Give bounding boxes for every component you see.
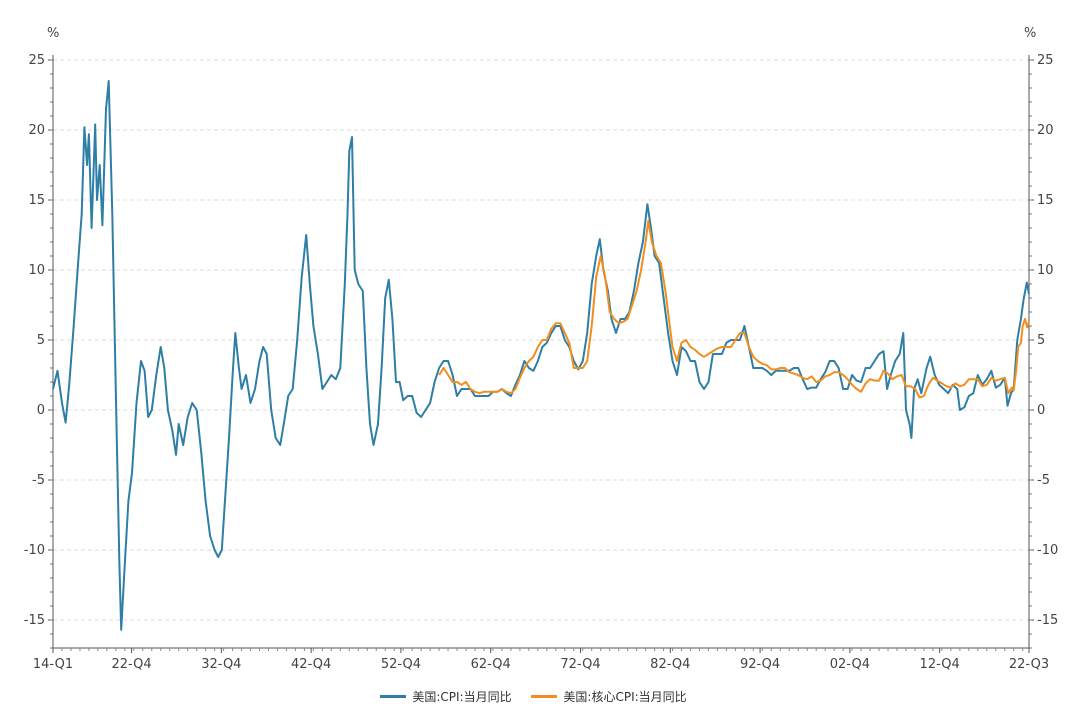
- legend-swatch-cpi: [380, 695, 407, 698]
- y-tick-label-right: -10: [1037, 543, 1058, 558]
- x-tick-label: 14-Q1: [33, 657, 73, 672]
- y-tick-label-left: -5: [32, 473, 45, 488]
- y-tick-label-left: 5: [37, 333, 45, 348]
- x-axis: 14-Q1 22-Q4 32-Q4 42-Q4 52-Q4 62-Q4 72-Q4 82-Q4…: [33, 657, 1049, 672]
- y-axis-left: 25 20 15 10 5 0 -5 -10 -15: [24, 53, 45, 628]
- x-tick-label: 52-Q4: [381, 657, 421, 672]
- series-line-core-cpi: [438, 220, 1030, 399]
- y-tick-label-left: 0: [37, 403, 45, 418]
- x-tick-label: 72-Q4: [560, 657, 600, 672]
- x-tick-label: 22-Q3: [1009, 657, 1049, 672]
- x-tick-label: 02-Q4: [830, 657, 870, 672]
- y-tick-label-right: -15: [1037, 613, 1058, 628]
- y-tick-label-right: 5: [1037, 333, 1045, 348]
- legend-label-core-cpi: 美国:核心CPI:当月同比: [563, 690, 687, 704]
- x-tick-label: 12-Q4: [920, 657, 960, 672]
- legend-item-core-cpi: 美国:核心CPI:当月同比: [531, 688, 687, 705]
- y-tick-label-right: 25: [1037, 53, 1054, 68]
- y-unit-right: %: [1024, 26, 1036, 41]
- x-tick-label: 62-Q4: [471, 657, 511, 672]
- x-tick-label: 92-Q4: [740, 657, 780, 672]
- axes: [48, 55, 1034, 653]
- y-tick-label-left: -15: [24, 613, 45, 628]
- series-line-cpi: [52, 80, 1030, 631]
- legend-label-cpi: 美国:CPI:当月同比: [412, 690, 512, 704]
- y-axis-right: 25 20 15 10 5 0 -5 -10 -15: [1037, 53, 1058, 628]
- grid-lines: [53, 59, 1029, 621]
- line-chart: 25 20 15 10 5 0 -5 -10 -15 25 20 15 10 5 0 -5 -10 -15 14…: [24, 26, 1058, 672]
- y-tick-label-left: 20: [28, 123, 45, 138]
- legend: 美国:CPI:当月同比 美国:核心CPI:当月同比: [0, 687, 1067, 705]
- y-tick-label-right: 10: [1037, 263, 1054, 278]
- x-tick-label: 22-Q4: [111, 657, 151, 672]
- y-tick-label-right: 15: [1037, 193, 1054, 208]
- y-tick-label-left: 25: [28, 53, 45, 68]
- legend-item-cpi: 美国:CPI:当月同比: [380, 688, 512, 705]
- legend-swatch-core-cpi: [531, 695, 558, 698]
- y-tick-label-right: -5: [1037, 473, 1050, 488]
- y-unit-left: %: [47, 26, 59, 41]
- x-tick-label: 42-Q4: [291, 657, 331, 672]
- y-tick-label-left: -10: [24, 543, 45, 558]
- y-tick-label-right: 0: [1037, 403, 1045, 418]
- series-layer: [52, 80, 1030, 631]
- y-tick-label-left: 15: [28, 193, 45, 208]
- y-tick-label-left: 10: [28, 263, 45, 278]
- x-tick-label: 32-Q4: [201, 657, 241, 672]
- x-tick-label: 82-Q4: [650, 657, 690, 672]
- y-tick-label-right: 20: [1037, 123, 1054, 138]
